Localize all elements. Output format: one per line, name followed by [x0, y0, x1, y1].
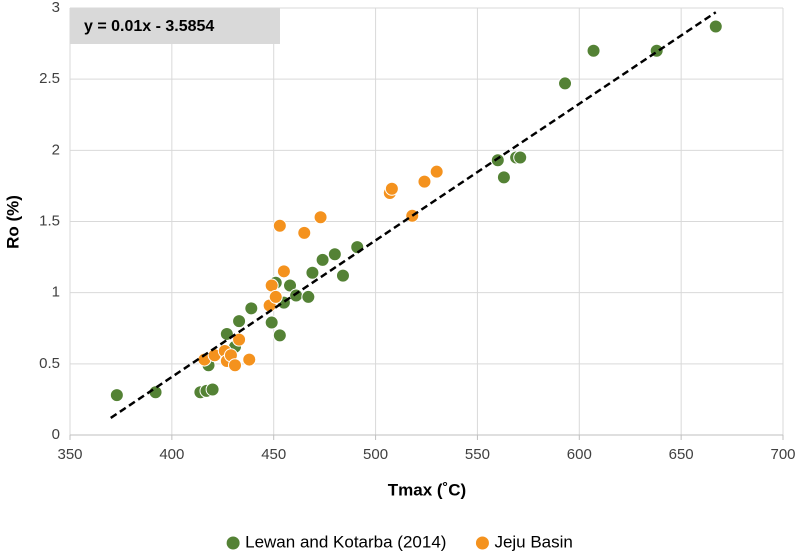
- data-point: [268, 289, 283, 304]
- y-tick-label: 0.5: [39, 355, 60, 372]
- data-point: [490, 153, 505, 168]
- data-point: [205, 382, 220, 397]
- trendline: [110, 11, 717, 419]
- data-point: [429, 164, 444, 179]
- legend-marker: [226, 536, 240, 550]
- y-tick-label: 2.5: [39, 70, 60, 87]
- data-point: [232, 314, 247, 329]
- data-point: [232, 332, 247, 347]
- data-point: [228, 358, 243, 373]
- trendline-equation: y = 0.01x - 3.5854: [84, 18, 214, 35]
- data-point: [244, 301, 259, 316]
- data-point: [297, 225, 312, 240]
- y-axis-title: Ro (%): [3, 195, 22, 249]
- grid: [69, 7, 784, 436]
- legend-label: Jeju Basin: [494, 532, 572, 551]
- data-point: [301, 289, 316, 304]
- data-point: [272, 218, 287, 233]
- data-point: [264, 315, 279, 330]
- legend: Lewan and Kotarba (2014) Jeju Basin: [226, 532, 573, 551]
- x-tick-label: 500: [363, 446, 388, 463]
- x-tick-label: 600: [567, 446, 592, 463]
- x-tick-label: 550: [465, 446, 490, 463]
- data-point: [283, 278, 298, 293]
- data-point: [313, 210, 328, 225]
- data-point: [384, 181, 399, 196]
- data-point: [558, 76, 573, 91]
- y-tick-label: 3: [52, 0, 60, 16]
- x-axis-title: Tmax (˚C): [388, 480, 466, 499]
- legend-label: Lewan and Kotarba (2014): [245, 532, 446, 551]
- data-point: [586, 43, 601, 58]
- y-tick-label: 1: [52, 284, 60, 301]
- data-point: [109, 388, 124, 403]
- y-tick-label: 2: [52, 141, 60, 158]
- data-point: [417, 174, 432, 189]
- data-point: [305, 265, 320, 280]
- legend-marker: [475, 536, 489, 550]
- data-point: [327, 247, 342, 262]
- x-tick-label: 400: [159, 446, 184, 463]
- x-tick-label: 350: [57, 446, 82, 463]
- equation-box: [70, 8, 280, 44]
- y-tick-label: 0: [52, 426, 60, 443]
- y-tick-label: 1.5: [39, 212, 60, 229]
- data-point: [513, 150, 528, 165]
- data-point: [276, 264, 291, 279]
- data-point: [242, 352, 257, 367]
- x-tick-label: 650: [669, 446, 694, 463]
- data-point: [289, 288, 304, 303]
- data-point: [708, 19, 723, 34]
- x-tick-label: 700: [770, 446, 795, 463]
- data-point: [335, 268, 350, 283]
- data-point: [315, 252, 330, 267]
- x-tick-label: 450: [261, 446, 286, 463]
- data-point: [496, 170, 511, 185]
- data-point: [272, 328, 287, 343]
